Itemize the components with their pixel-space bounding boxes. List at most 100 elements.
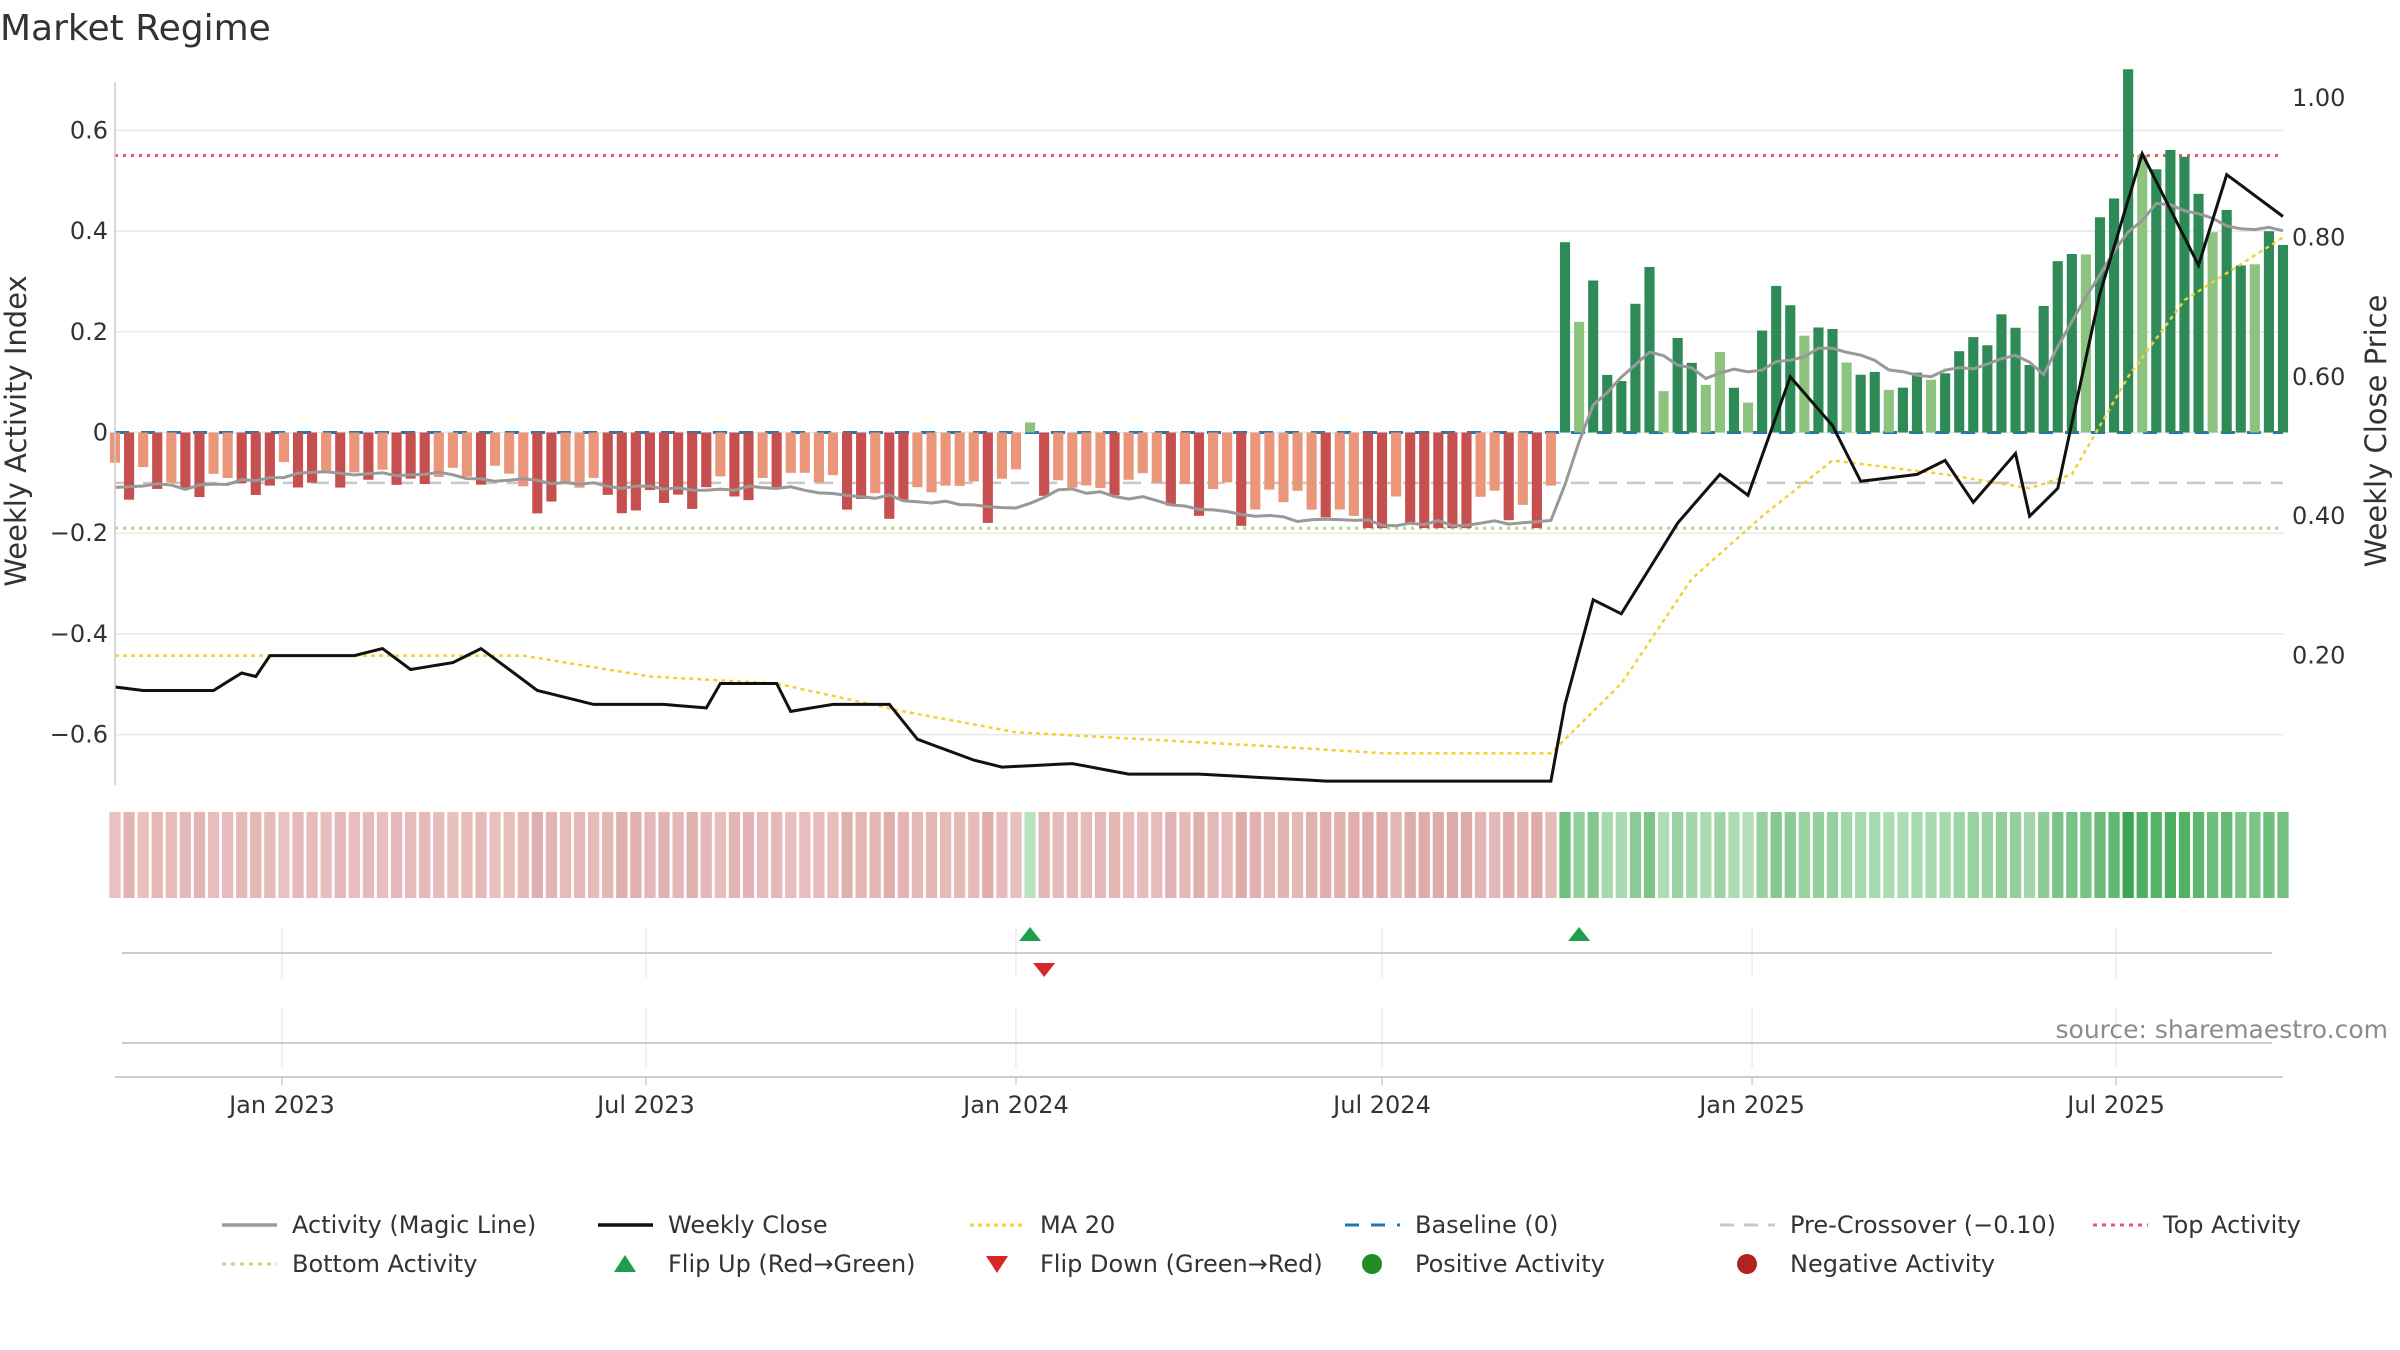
x-tick-label-0: Jan 2023: [227, 1091, 335, 1119]
regime-cell-65: [1024, 812, 1036, 898]
activity-bar-34: [588, 432, 599, 478]
regime-cell-108: [1629, 812, 1642, 898]
regime-cell-126: [1883, 812, 1895, 898]
regime-cell-8: [221, 812, 234, 898]
regime-cell-95: [1446, 812, 1459, 898]
activity-bar-131: [1954, 351, 1965, 433]
activity-bar-56: [898, 432, 909, 500]
activity-bar-126: [1883, 389, 1894, 433]
activity-bar-64: [1010, 432, 1022, 470]
activity-bar-141: [2094, 217, 2106, 433]
regime-cell-102: [1545, 812, 1557, 898]
activity-bar-39: [658, 432, 670, 503]
activity-bar-38: [644, 432, 656, 491]
regime-cell-128: [1911, 812, 1923, 898]
regime-cell-26: [475, 812, 487, 898]
activity-bar-42: [701, 432, 712, 488]
activity-bar-94: [1433, 432, 1444, 529]
activity-bar-16: [335, 432, 346, 488]
regime-cell-63: [996, 812, 1008, 898]
regime-cell-76: [1179, 812, 1191, 898]
regime-cell-93: [1418, 812, 1430, 898]
activity-bar-144: [2137, 154, 2148, 433]
activity-bar-33: [574, 432, 585, 488]
regime-cell-131: [1953, 812, 1965, 898]
right-tick-label-4: 0.20: [2292, 642, 2345, 670]
regime-cell-142: [2108, 812, 2120, 898]
regime-cell-13: [292, 812, 304, 898]
regime-cell-66: [1038, 812, 1050, 898]
activity-bar-119: [1785, 305, 1796, 433]
left-tick-label-3: 0: [93, 419, 108, 447]
activity-bar-44: [729, 432, 740, 497]
legend-label-0: Activity (Magic Line): [292, 1211, 536, 1239]
activity-bar-123: [1841, 362, 1852, 433]
regime-cell-110: [1657, 812, 1670, 898]
activity-bar-150: [2221, 209, 2232, 433]
regime-cell-49: [799, 812, 811, 898]
regime-cell-48: [785, 812, 797, 898]
left-tick-label-5: −0.4: [50, 620, 108, 648]
activity-bar-105: [1588, 280, 1599, 433]
activity-bar-12: [278, 432, 290, 463]
activity-bar-109: [1644, 266, 1655, 433]
regime-cell-79: [1221, 812, 1233, 898]
activity-bar-154: [2277, 244, 2289, 433]
regime-cell-99: [1503, 812, 1515, 898]
regime-cell-32: [559, 812, 572, 898]
activity-bar-62: [982, 432, 993, 523]
activity-bar-29: [518, 432, 529, 487]
regime-cell-86: [1320, 812, 1332, 898]
regime-cell-24: [447, 812, 459, 898]
flip-up-marker-1: [1568, 927, 1591, 941]
activity-bar-30: [532, 432, 543, 514]
source-credit: source: sharemaestro.com: [2056, 1015, 2389, 1044]
regime-cell-136: [2023, 812, 2036, 898]
legend-swatch-9: [1362, 1254, 1382, 1274]
activity-bar-135: [2010, 327, 2021, 433]
legend-label-7: Flip Up (Red→Green): [668, 1250, 916, 1278]
regime-cell-1: [123, 812, 135, 898]
axes: 0.60.40.20−0.2−0.4−0.61.000.800.600.400.…: [50, 82, 2345, 785]
legend-label-10: Negative Activity: [1790, 1250, 1995, 1278]
activity-bar-129: [1925, 379, 1937, 433]
regime-cell-109: [1643, 812, 1656, 898]
regime-cell-28: [503, 812, 515, 898]
activity-bar-110: [1658, 391, 1669, 433]
regime-cell-122: [1826, 812, 1839, 898]
activity-bar-31: [546, 432, 557, 502]
activity-bar-67: [1053, 432, 1064, 481]
regime-cell-51: [827, 812, 839, 898]
activity-bar-37: [630, 432, 641, 511]
regime-cell-118: [1770, 812, 1782, 898]
activity-bar-6: [194, 432, 205, 498]
activity-bar-84: [1292, 432, 1303, 491]
regime-cell-101: [1531, 812, 1543, 898]
activity-bar-22: [419, 432, 430, 484]
activity-bar-74: [1151, 432, 1162, 483]
regime-cell-137: [2038, 812, 2050, 898]
regime-cell-69: [1080, 812, 1093, 898]
left-tick-label-6: −0.6: [50, 721, 108, 749]
regime-cell-103: [1559, 812, 1571, 898]
activity-bar-11: [264, 432, 275, 486]
regime-cell-0: [109, 812, 121, 898]
regime-cell-22: [419, 812, 431, 898]
regime-cell-117: [1756, 812, 1768, 898]
regime-cell-12: [278, 812, 290, 898]
flip-markers-panel: [122, 927, 2272, 977]
activity-bar-149: [2207, 232, 2218, 433]
regime-cell-83: [1277, 812, 1290, 898]
regime-cell-133: [1981, 812, 1993, 898]
activity-bar-53: [856, 432, 867, 499]
regime-cell-124: [1855, 812, 1867, 898]
activity-bar-116: [1742, 402, 1754, 433]
legend-label-4: Pre-Crossover (−0.10): [1790, 1211, 2056, 1239]
regime-cell-15: [320, 812, 332, 898]
activity-bar-142: [2108, 198, 2120, 433]
legend-label-8: Flip Down (Green→Red): [1040, 1250, 1323, 1278]
regime-cell-34: [588, 812, 600, 898]
activity-bar-24: [447, 432, 458, 468]
activity-bar-124: [1855, 374, 1866, 433]
regime-cell-44: [728, 812, 741, 898]
